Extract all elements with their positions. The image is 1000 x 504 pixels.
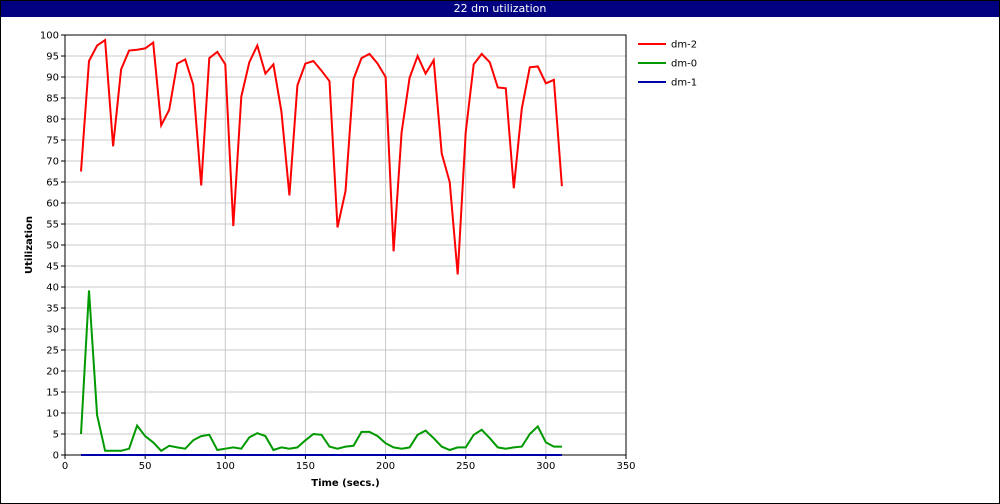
legend-label-dm-1: dm-1 bbox=[671, 78, 697, 89]
y-tick-label: 10 bbox=[46, 409, 59, 420]
x-tick-label: 300 bbox=[536, 461, 555, 472]
y-tick-label: 45 bbox=[46, 262, 59, 273]
y-tick-label: 85 bbox=[46, 94, 59, 105]
y-tick-label: 70 bbox=[46, 157, 59, 168]
x-tick-label: 200 bbox=[376, 461, 395, 472]
series-line-dm-2 bbox=[80, 38, 563, 275]
y-tick-label: 80 bbox=[46, 115, 59, 126]
series-group bbox=[80, 38, 563, 456]
y-tick-label: 30 bbox=[46, 325, 59, 336]
y-tick-label: 75 bbox=[46, 136, 59, 147]
legend-label-dm-2: dm-2 bbox=[671, 40, 697, 51]
y-tick-label: 65 bbox=[46, 178, 59, 189]
y-tick-label: 0 bbox=[53, 451, 59, 462]
legend-label-dm-0: dm-0 bbox=[671, 59, 697, 70]
y-axis-ticks: 0 5 10 15 20 25 30 35 40 45 50 55 60 65 70 75 80 85 90 95 10… bbox=[40, 31, 65, 462]
y-tick-label: 35 bbox=[46, 304, 59, 315]
y-tick-label: 25 bbox=[46, 346, 59, 357]
x-tick-label: 50 bbox=[139, 461, 152, 472]
x-tick-label: 150 bbox=[296, 461, 315, 472]
x-tick-label: 100 bbox=[216, 461, 235, 472]
y-tick-label: 15 bbox=[46, 388, 59, 399]
x-tick-label: 250 bbox=[456, 461, 475, 472]
legend: dm-2 dm-0 dm-1 bbox=[638, 40, 697, 89]
y-tick-label: 50 bbox=[46, 241, 59, 252]
y-tick-label: 40 bbox=[46, 283, 59, 294]
x-tick-label: 350 bbox=[616, 461, 635, 472]
y-axis-label: Utilization bbox=[24, 216, 35, 274]
y-tick-label: 20 bbox=[46, 367, 59, 378]
x-axis-ticks: 0 50 100 150 200 250 300 350 bbox=[62, 455, 636, 472]
series-line-dm-0 bbox=[80, 290, 562, 453]
x-tick-label: 0 bbox=[62, 461, 68, 472]
y-tick-label: 95 bbox=[46, 52, 59, 63]
window-title: 22 dm utilization bbox=[1, 1, 999, 17]
x-axis-label: Time (secs.) bbox=[311, 478, 380, 489]
y-tick-label: 60 bbox=[46, 199, 59, 210]
y-tick-label: 100 bbox=[40, 31, 59, 42]
grid-lines bbox=[64, 34, 627, 456]
y-tick-label: 5 bbox=[53, 430, 59, 441]
y-tick-label: 90 bbox=[46, 73, 59, 84]
y-tick-label: 55 bbox=[46, 220, 59, 231]
